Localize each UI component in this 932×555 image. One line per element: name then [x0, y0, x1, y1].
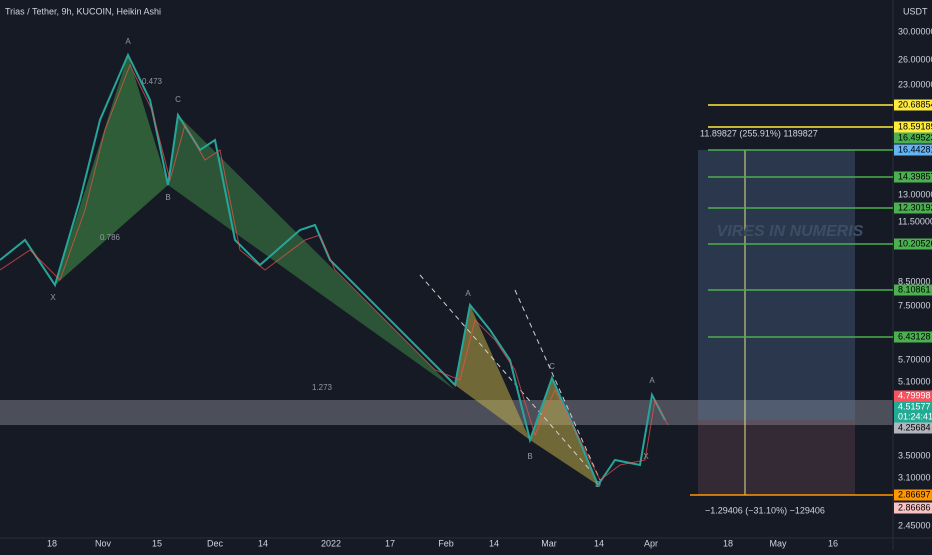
zone-band [0, 400, 893, 425]
price-label: 13.00000 [898, 189, 932, 199]
pattern-label: A [649, 376, 655, 385]
pattern-bcd [168, 115, 455, 390]
price-tag: 16.44281 [898, 144, 932, 154]
pattern-label: 0.473 [142, 77, 163, 86]
price-tag-bg [894, 238, 932, 250]
price-tag: 18.59189 [898, 121, 932, 131]
price-tag-bg [894, 411, 932, 423]
price-label: 5.10000 [898, 376, 931, 386]
price-tag-bg [894, 132, 932, 144]
pattern-label: 1.273 [312, 383, 333, 392]
time-label: 18 [723, 538, 733, 548]
price-tag-bg [894, 401, 932, 413]
price-label: 30.00000 [898, 26, 932, 36]
watermark: VIRES IN NUMERIS [717, 223, 864, 240]
price-tag: 10.20526 [898, 238, 932, 248]
time-label: Dec [207, 538, 224, 548]
price-tag: 8.10861 [898, 284, 931, 294]
pattern-label: C [549, 362, 555, 371]
trend-line [419, 274, 591, 471]
pattern-label: X [643, 452, 649, 461]
price-tag: 2.86686 [898, 502, 931, 512]
stop-box [698, 420, 855, 495]
pattern-label: C [175, 95, 181, 104]
price-tag-bg [894, 202, 932, 214]
pattern-label: A [465, 289, 471, 298]
price-label: 3.50000 [898, 450, 931, 460]
target-box [698, 150, 855, 420]
time-label: 17 [385, 538, 395, 548]
price-label: 2.45000 [898, 520, 931, 530]
time-label: Mar [541, 538, 557, 548]
pattern-xab [55, 55, 168, 285]
chart-title: Trias / Tether, 9h, KUCOIN, Heikin Ashi [5, 6, 161, 16]
price-tag: 16.49523 [898, 132, 932, 142]
price-label: 26.00000 [898, 54, 932, 64]
pattern-label: B [165, 193, 170, 202]
price-tag-bg [894, 99, 932, 111]
price-tag: 12.30192 [898, 202, 932, 212]
price-tag-bg [894, 331, 932, 343]
price-label: 23.00000 [898, 79, 932, 89]
price-tag-bg [894, 284, 932, 296]
pattern-label: 0.786 [100, 233, 121, 242]
time-label: 18 [47, 538, 57, 548]
pattern-label: D [595, 480, 601, 489]
stop-label: −1.29406 (−31.10%) −129406 [705, 505, 825, 515]
price-label: 5.70000 [898, 354, 931, 364]
pattern-label: X [50, 293, 56, 302]
price-path-red [0, 63, 669, 481]
price-tag: 4.51577 [898, 401, 931, 411]
time-label: 16 [828, 538, 838, 548]
price-tag: 01:24:41 [898, 411, 932, 421]
price-label: 11.50000 [898, 216, 932, 226]
price-tag: 14.39857 [898, 171, 932, 181]
time-label: Feb [438, 538, 454, 548]
price-tag-bg [894, 502, 932, 514]
pattern-bcd-2 [530, 378, 598, 485]
price-tag-bg [894, 390, 932, 402]
pattern-label: A [125, 37, 131, 46]
price-label: 3.10000 [898, 472, 931, 482]
price-tag-bg [894, 121, 932, 133]
pattern-xab-2 [455, 305, 530, 440]
price-label: 7.50000 [898, 300, 931, 310]
time-label: 14 [489, 538, 499, 548]
time-label: May [769, 538, 787, 548]
price-label: 8.50000 [898, 276, 931, 286]
pattern-label: B [527, 452, 532, 461]
target-label: 11.89827 (255.91%) 1189827 [700, 128, 818, 138]
price-tag-bg [894, 489, 932, 501]
price-tag: 20.68854 [898, 99, 932, 109]
time-label: Nov [95, 538, 112, 548]
time-label: Apr [644, 538, 658, 548]
time-label: 15 [152, 538, 162, 548]
currency: USDT [903, 6, 928, 16]
time-label: 14 [594, 538, 604, 548]
price-tag-bg [894, 144, 932, 156]
price-tag: 4.25684 [898, 422, 931, 432]
price-tag-bg [894, 422, 932, 434]
price-tag: 6.43128 [898, 331, 931, 341]
price-tag-bg [894, 171, 932, 183]
time-label: 14 [258, 538, 268, 548]
price-tag: 2.86697 [898, 489, 931, 499]
time-label: 2022 [321, 538, 341, 548]
price-tag: 4.79998 [898, 390, 931, 400]
trend-line [514, 289, 601, 481]
